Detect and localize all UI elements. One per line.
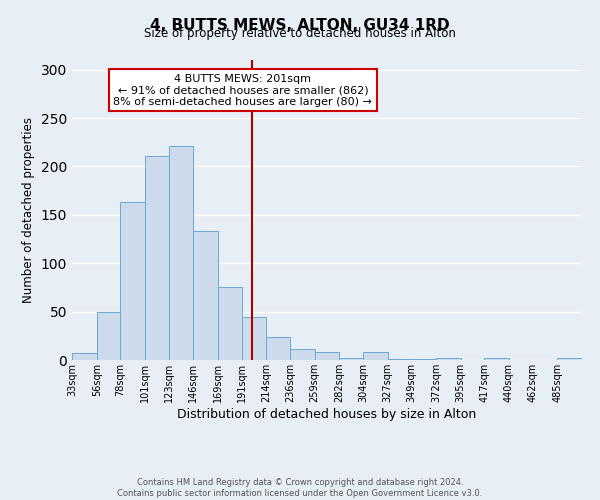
- Bar: [436, 358, 461, 360]
- Text: 4, BUTTS MEWS, ALTON, GU34 1RD: 4, BUTTS MEWS, ALTON, GU34 1RD: [150, 18, 450, 32]
- Bar: [193, 232, 218, 360]
- Bar: [557, 358, 582, 360]
- Bar: [314, 352, 340, 360]
- Text: Contains HM Land Registry data © Crown copyright and database right 2024.
Contai: Contains HM Land Registry data © Crown c…: [118, 478, 482, 498]
- Text: Size of property relative to detached houses in Alton: Size of property relative to detached ho…: [144, 28, 456, 40]
- Bar: [388, 359, 411, 360]
- Bar: [145, 156, 169, 360]
- Bar: [242, 318, 266, 360]
- Bar: [72, 353, 97, 360]
- Bar: [290, 350, 314, 360]
- Bar: [121, 202, 145, 360]
- Y-axis label: Number of detached properties: Number of detached properties: [22, 117, 35, 303]
- Bar: [411, 359, 436, 360]
- Bar: [363, 352, 388, 360]
- Bar: [97, 312, 121, 360]
- Bar: [340, 358, 363, 360]
- Bar: [484, 358, 509, 360]
- X-axis label: Distribution of detached houses by size in Alton: Distribution of detached houses by size …: [178, 408, 476, 420]
- Bar: [218, 288, 242, 360]
- Text: 4 BUTTS MEWS: 201sqm
← 91% of detached houses are smaller (862)
8% of semi-detac: 4 BUTTS MEWS: 201sqm ← 91% of detached h…: [113, 74, 372, 106]
- Bar: [169, 146, 193, 360]
- Bar: [266, 337, 290, 360]
